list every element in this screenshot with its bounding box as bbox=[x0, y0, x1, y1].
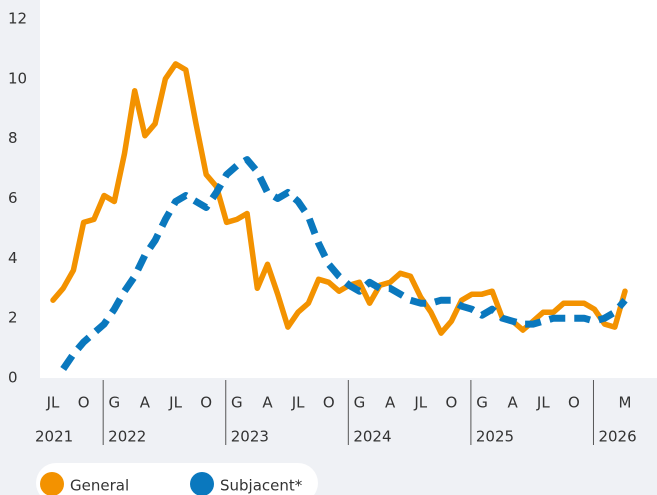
x-tick-label: JL bbox=[291, 394, 305, 412]
y-tick-label: 10 bbox=[8, 69, 27, 87]
x-tick-label: A bbox=[508, 394, 519, 412]
legend-swatch bbox=[190, 472, 214, 495]
y-tick-label: 6 bbox=[8, 189, 18, 207]
legend-label: Subjacent* bbox=[220, 477, 303, 495]
y-tick-label: 4 bbox=[8, 249, 18, 267]
x-tick-label: JL bbox=[168, 394, 182, 412]
x-tick-label: JL bbox=[46, 394, 60, 412]
x-tick-label: G bbox=[354, 394, 366, 412]
legend-swatch bbox=[40, 472, 64, 495]
x-tick-label: M bbox=[619, 394, 632, 412]
year-label: 2025 bbox=[476, 428, 514, 446]
y-tick-label: 2 bbox=[8, 309, 18, 327]
y-tick-label: 12 bbox=[8, 10, 27, 28]
x-tick-label: O bbox=[78, 394, 90, 412]
y-tick-label: 8 bbox=[8, 129, 18, 147]
year-label: 2024 bbox=[353, 428, 391, 446]
year-label: 2022 bbox=[108, 428, 146, 446]
year-label: 2021 bbox=[35, 428, 73, 446]
x-tick-label: G bbox=[476, 394, 488, 412]
x-tick-label: A bbox=[262, 394, 273, 412]
x-tick-label: JL bbox=[413, 394, 427, 412]
x-tick-label: A bbox=[140, 394, 151, 412]
x-tick-label: O bbox=[445, 394, 457, 412]
legend-background bbox=[36, 463, 318, 495]
x-tick-label: G bbox=[108, 394, 120, 412]
x-tick-label: O bbox=[323, 394, 335, 412]
x-tick-label: O bbox=[568, 394, 580, 412]
legend: General Subjacent* bbox=[36, 463, 318, 495]
series-line bbox=[60, 156, 628, 371]
x-tick-label: JL bbox=[536, 394, 550, 412]
x-tick-label: G bbox=[231, 394, 243, 412]
x-tick-label: O bbox=[200, 394, 212, 412]
year-label: 2026 bbox=[598, 428, 636, 446]
y-tick-label: 0 bbox=[8, 369, 18, 387]
x-tick-label: A bbox=[385, 394, 396, 412]
year-label: 2023 bbox=[231, 428, 269, 446]
legend-label: General bbox=[70, 477, 129, 495]
